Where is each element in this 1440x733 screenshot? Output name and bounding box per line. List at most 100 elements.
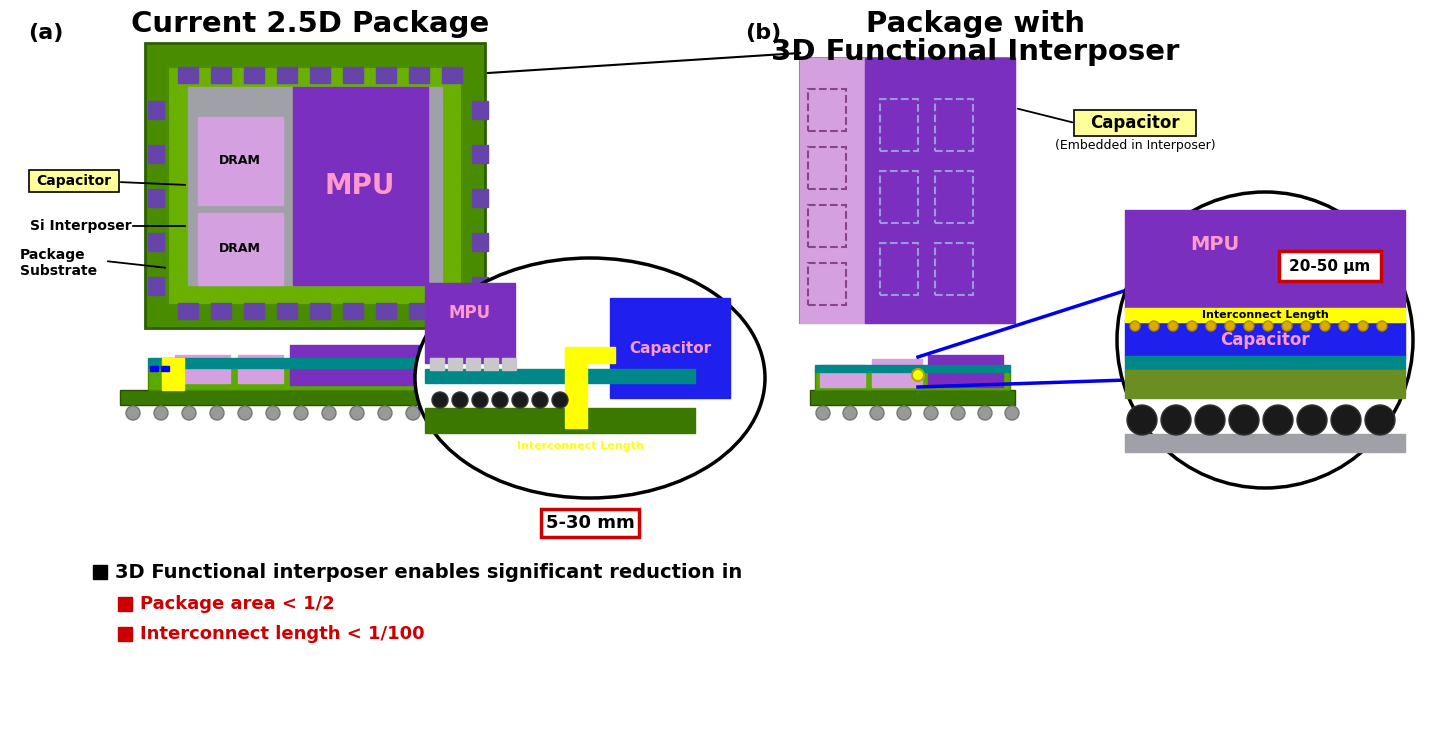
Bar <box>564 348 588 428</box>
Circle shape <box>1320 321 1331 331</box>
Circle shape <box>462 406 477 420</box>
Bar <box>442 303 462 319</box>
Bar <box>118 627 132 641</box>
Circle shape <box>1161 405 1191 435</box>
Bar <box>243 67 264 83</box>
Bar <box>199 213 284 285</box>
Bar <box>148 145 164 163</box>
Bar <box>148 358 523 368</box>
Bar <box>176 355 230 383</box>
Bar <box>120 390 550 405</box>
Circle shape <box>323 406 336 420</box>
Bar <box>815 365 1009 372</box>
Text: (b): (b) <box>744 23 782 43</box>
Text: 5-30 mm: 5-30 mm <box>546 514 635 532</box>
Circle shape <box>1263 405 1293 435</box>
Circle shape <box>1331 405 1361 435</box>
Bar <box>425 369 696 383</box>
Bar <box>425 408 696 433</box>
Bar <box>310 67 330 83</box>
Bar <box>564 347 615 363</box>
Circle shape <box>816 406 829 420</box>
Bar <box>611 298 730 398</box>
Bar <box>425 283 516 363</box>
FancyBboxPatch shape <box>1074 110 1197 136</box>
Circle shape <box>897 406 912 420</box>
Bar <box>815 370 1009 390</box>
Bar <box>809 390 1015 405</box>
Bar <box>472 145 488 163</box>
Bar <box>168 67 462 305</box>
Bar <box>161 358 184 368</box>
Bar <box>1125 308 1405 322</box>
Bar <box>1125 434 1405 452</box>
Bar <box>472 189 488 207</box>
Circle shape <box>1207 321 1215 331</box>
Text: DRAM: DRAM <box>219 243 261 256</box>
Circle shape <box>452 392 468 408</box>
Circle shape <box>154 406 168 420</box>
Text: Interconnect Length: Interconnect Length <box>1201 310 1328 320</box>
Circle shape <box>492 392 508 408</box>
Circle shape <box>377 406 392 420</box>
Bar <box>148 101 164 119</box>
Text: MPU: MPU <box>449 304 491 322</box>
Bar <box>199 117 284 205</box>
Bar <box>819 365 865 387</box>
Circle shape <box>531 392 549 408</box>
Bar <box>189 87 442 285</box>
Bar <box>927 355 1004 387</box>
Text: Si Interposer: Si Interposer <box>30 219 131 233</box>
Bar <box>212 67 230 83</box>
Bar <box>808 263 847 305</box>
Bar <box>935 99 973 151</box>
Bar <box>409 303 429 319</box>
Text: 20-50 μm: 20-50 μm <box>1289 259 1371 273</box>
Text: 3D Functional Interposer: 3D Functional Interposer <box>770 38 1179 66</box>
Bar <box>484 358 498 370</box>
Text: Capacitor: Capacitor <box>1220 331 1310 349</box>
Circle shape <box>1130 321 1140 331</box>
Circle shape <box>552 392 567 408</box>
Text: Capacitor: Capacitor <box>629 341 711 356</box>
Circle shape <box>497 370 507 380</box>
Bar <box>161 366 168 371</box>
Circle shape <box>472 392 488 408</box>
Circle shape <box>924 406 937 420</box>
Bar <box>145 43 485 328</box>
Circle shape <box>210 406 225 420</box>
Text: Interconnect length < 1/100: Interconnect length < 1/100 <box>140 625 425 643</box>
Text: Current 2.5D Package: Current 2.5D Package <box>131 10 490 38</box>
Bar <box>880 243 919 295</box>
Bar <box>292 87 428 285</box>
Bar <box>935 171 973 223</box>
Bar <box>212 303 230 319</box>
Bar <box>808 205 847 247</box>
Bar <box>865 58 1015 323</box>
Text: 3D Functional interposer enables significant reduction in: 3D Functional interposer enables signifi… <box>115 562 742 581</box>
Circle shape <box>432 392 448 408</box>
Bar <box>343 303 363 319</box>
Bar <box>880 99 919 151</box>
Bar <box>148 233 164 251</box>
Bar <box>801 58 865 323</box>
Text: Interconnect Length: Interconnect Length <box>517 441 644 451</box>
Circle shape <box>978 406 992 420</box>
Bar <box>431 358 444 370</box>
Circle shape <box>1225 321 1236 331</box>
Circle shape <box>842 406 857 420</box>
Circle shape <box>1005 406 1020 420</box>
Circle shape <box>294 406 308 420</box>
FancyBboxPatch shape <box>541 509 639 537</box>
Circle shape <box>1263 321 1273 331</box>
Text: MPU: MPU <box>1191 235 1240 254</box>
FancyBboxPatch shape <box>1279 251 1381 281</box>
Bar <box>179 67 199 83</box>
Ellipse shape <box>415 258 765 498</box>
Bar <box>873 359 922 387</box>
Bar <box>1125 320 1405 358</box>
Circle shape <box>1149 321 1159 331</box>
Circle shape <box>181 406 196 420</box>
Text: Package area < 1/2: Package area < 1/2 <box>140 595 334 613</box>
Bar <box>442 67 462 83</box>
